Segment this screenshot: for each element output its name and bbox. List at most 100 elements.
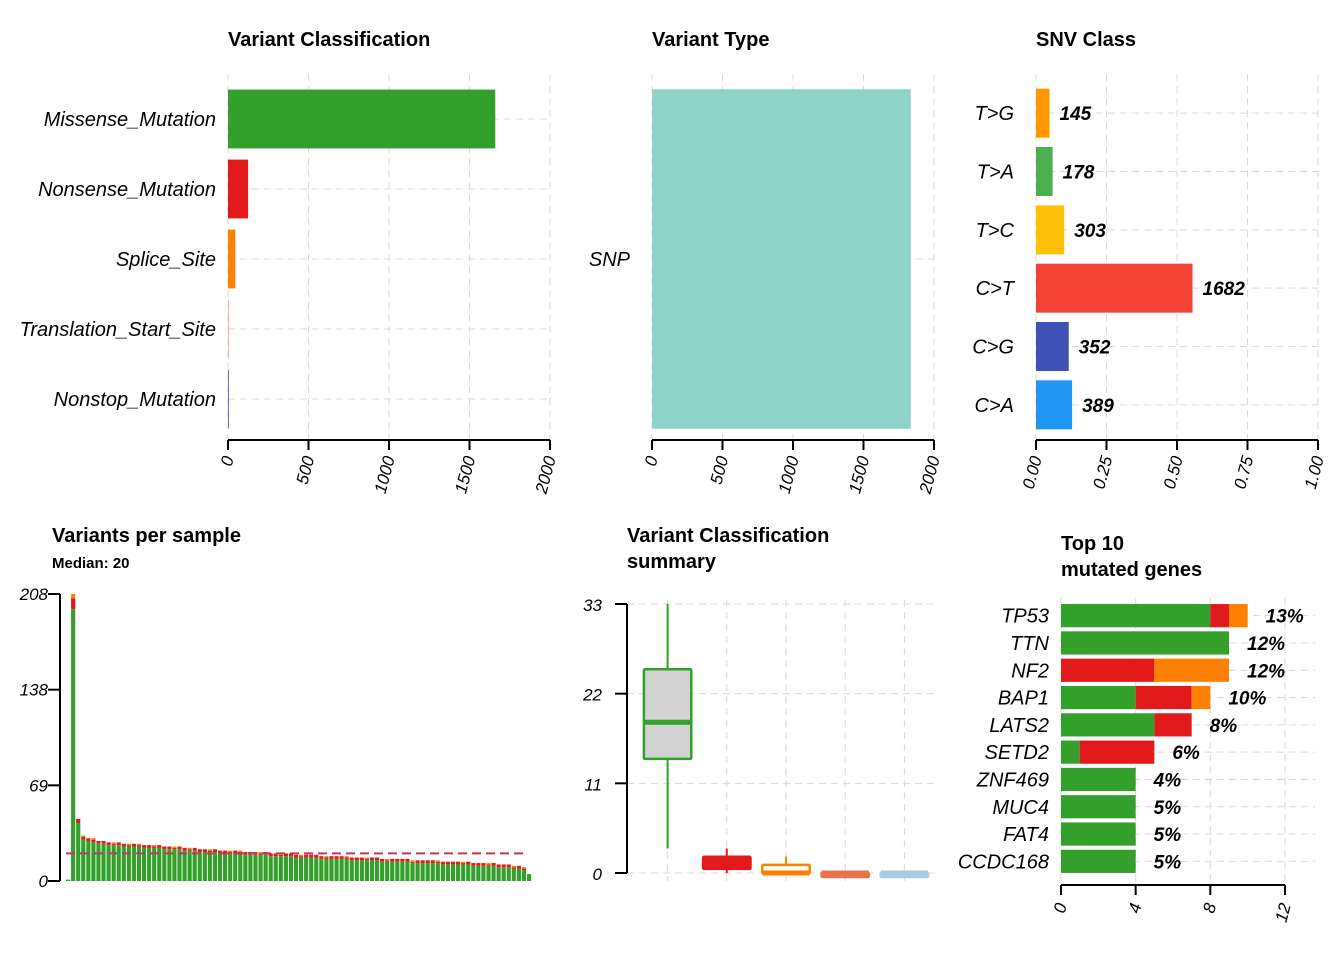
bar-c-a	[1036, 380, 1073, 430]
sample-bar-segment	[521, 869, 527, 881]
gene-bar-segment	[1191, 685, 1211, 710]
sample-bar-segment	[420, 860, 425, 864]
bar-nonsense-mutation	[228, 159, 249, 219]
panel-variant-classification: Variant Classification Missense_Mutation…	[20, 29, 560, 497]
top10-title-line-1: Top 10	[1061, 533, 1124, 555]
bar-t-c	[1036, 205, 1065, 255]
sample-bar-segment	[369, 860, 375, 881]
sample-bar-segment	[319, 856, 324, 859]
sample-bar-segment	[511, 867, 516, 869]
gene-percent-label: 8%	[1210, 716, 1238, 737]
sample-bar-segment	[147, 847, 152, 881]
sample-bar-segment	[314, 854, 319, 858]
gene-bar-segment	[1061, 658, 1155, 682]
gene-bar-segment	[1061, 713, 1155, 737]
sample-bar-segment	[202, 849, 207, 853]
sample-bar-segment	[293, 857, 299, 881]
sample-bar-segment	[288, 856, 294, 881]
gene-label: MUC4	[992, 797, 1049, 819]
gene-bar-segment	[1154, 713, 1192, 737]
sample-bar-segment	[101, 840, 106, 844]
sample-bar-segment	[167, 849, 172, 881]
sample-bar-segment	[506, 864, 511, 868]
summary-title-line-1: Variant Classification	[627, 525, 829, 547]
category-label: T>C	[976, 220, 1015, 242]
sample-bar-segment	[258, 852, 263, 854]
sample-bar-segment	[440, 861, 445, 865]
sample-bar-segment	[212, 849, 218, 853]
sample-bar-segment	[233, 853, 238, 881]
sample-bar-segment	[217, 853, 223, 881]
panel-top10-genes: Top 10 mutated genes TP53 13% TTN 12% NF2 12%…	[958, 533, 1315, 924]
snv-class-title: SNV Class	[1036, 29, 1136, 51]
panel-variant-classification-summary: Variant Classification summary 0 11 22 33	[582, 525, 934, 884]
bar-splice-site	[228, 229, 236, 289]
sample-bar-segment	[243, 852, 248, 855]
box-translation-start-site	[820, 870, 871, 879]
gene-label: FAT4	[1003, 824, 1049, 846]
sample-bar-segment	[390, 858, 395, 862]
sample-bar-segment	[354, 860, 359, 881]
y-tick-label: 0	[593, 865, 603, 884]
category-label: C>A	[975, 395, 1014, 417]
sample-bar-segment	[71, 609, 76, 881]
x-tick-label: 1000	[371, 454, 399, 496]
sample-bar-segment	[511, 868, 516, 881]
sample-bar-segment	[136, 843, 142, 846]
gene-bar-segment	[1154, 658, 1229, 682]
sample-bar-segment	[390, 861, 395, 881]
sample-bar-segment	[253, 854, 258, 881]
sample-bar-segment	[162, 846, 167, 850]
x-tick-label: 1.00	[1301, 454, 1328, 491]
sample-bar-segment	[66, 879, 71, 881]
bar-value-label: 352	[1079, 338, 1111, 359]
sample-bar-segment	[157, 845, 162, 848]
sample-bar-segment	[496, 864, 501, 868]
bar-c-g	[1036, 322, 1069, 371]
sample-bar-segment	[172, 849, 177, 881]
sample-bar-segment	[456, 861, 461, 865]
sample-bar-segment	[212, 852, 218, 881]
x-tick-label: 0.50	[1160, 454, 1187, 491]
sample-bar-segment	[147, 845, 152, 848]
gene-bar-segment	[1210, 604, 1229, 628]
sample-bar-segment	[364, 860, 370, 881]
gene-bar-segment	[1061, 822, 1136, 846]
bar-missense-mutation	[228, 89, 496, 149]
sample-bar-segment	[121, 846, 126, 881]
sample-bar-segment	[471, 863, 476, 866]
sample-bar-segment	[309, 857, 314, 881]
sample-bar-segment	[126, 843, 131, 846]
bar-c-t	[1036, 263, 1193, 313]
sample-bar-segment	[116, 842, 121, 846]
sample-bar-segment	[126, 845, 131, 847]
sample-bar-segment	[476, 863, 481, 866]
panel-variants-per-sample: Variants per sample Median: 20 0 69 138 208	[19, 525, 532, 891]
sample-bar-segment	[425, 863, 430, 881]
sample-bar-segment	[172, 846, 177, 848]
sample-bar-segment	[233, 850, 238, 854]
sample-bar-segment	[420, 863, 425, 881]
sample-bar-segment	[486, 864, 491, 866]
sample-bar-segment	[207, 850, 212, 853]
sample-bar-segment	[197, 849, 202, 853]
x-tick-label: 0	[1050, 901, 1071, 916]
sample-bar-segment	[299, 854, 304, 857]
sample-bar-segment	[456, 864, 461, 881]
sample-bar-segment	[344, 857, 349, 859]
x-tick-label: 1500	[845, 454, 873, 496]
sample-bar-segment	[71, 598, 76, 610]
sample-bar-segment	[435, 861, 440, 864]
gene-label: BAP1	[998, 688, 1049, 710]
bar-value-label: 178	[1063, 163, 1095, 184]
sample-bar-segment	[359, 857, 364, 861]
sample-bar-segment	[288, 853, 294, 857]
sample-bar-segment	[461, 861, 466, 864]
sample-bar-segment	[466, 864, 471, 881]
y-tick-label: 22	[582, 686, 602, 705]
sample-bar-segment	[435, 860, 440, 862]
variant-classification-title: Variant Classification	[228, 29, 430, 51]
x-tick-label: 8	[1199, 901, 1220, 916]
gene-bar-segment	[1079, 740, 1155, 764]
bar-t-a	[1036, 147, 1053, 196]
